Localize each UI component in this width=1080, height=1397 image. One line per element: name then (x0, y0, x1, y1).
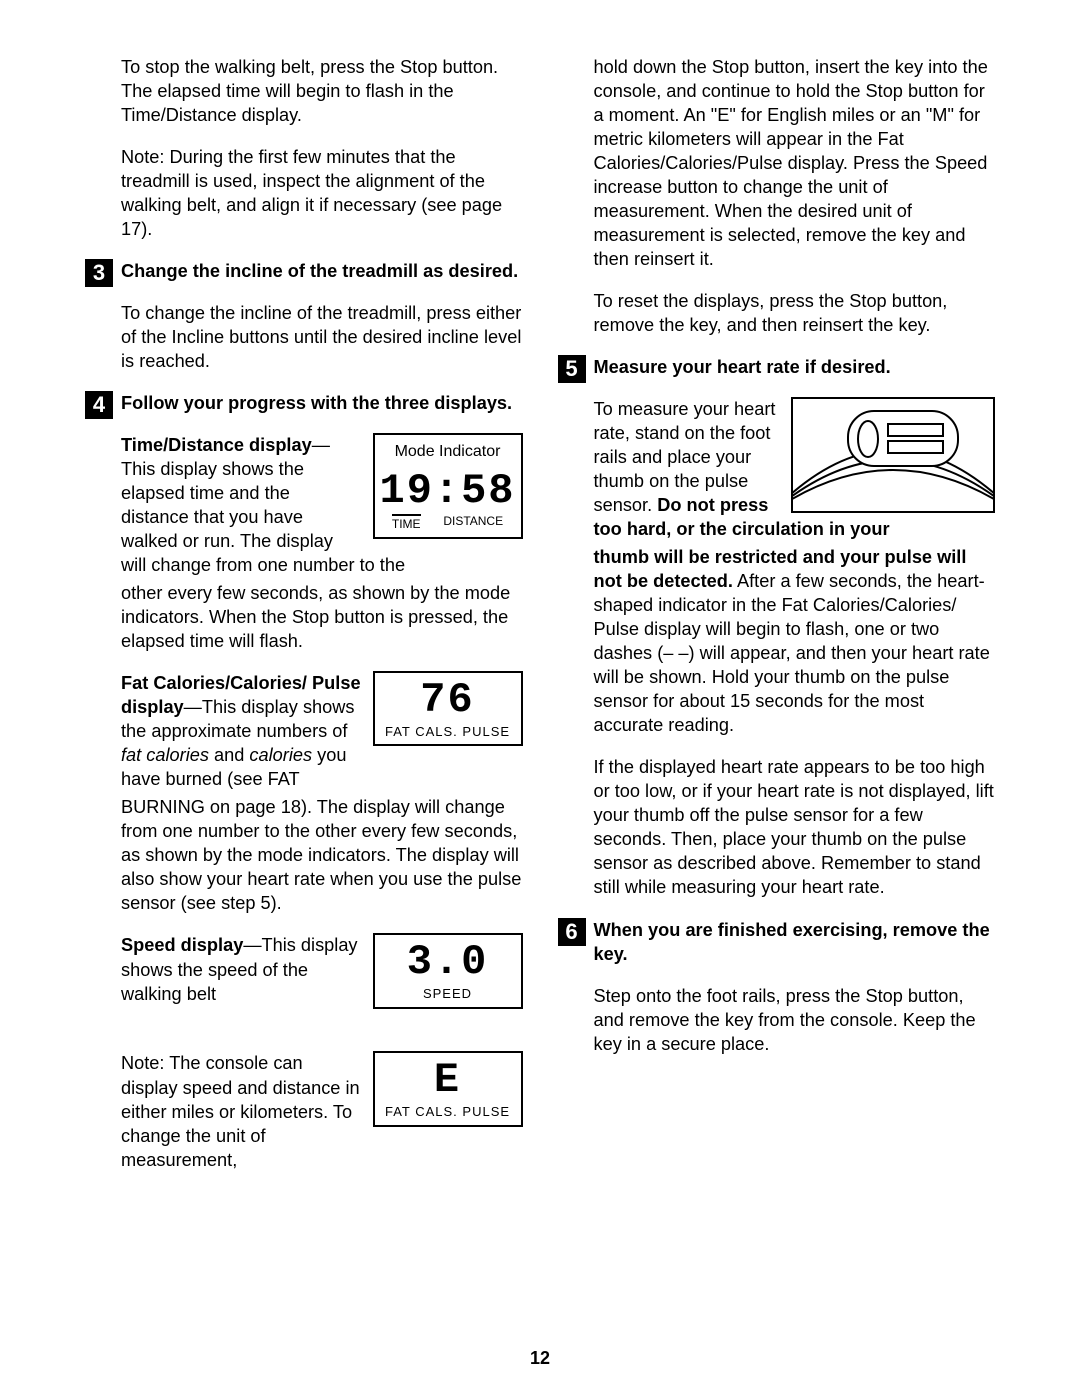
speed-value: 3.0 (375, 935, 521, 985)
step-5-title: Measure your heart rate if desired. (594, 355, 996, 379)
time-distance-display-figure: Mode Indicator 19:58 TIME DISTANCE (373, 433, 523, 539)
fat-calories-display-figure: 76 FAT CALS. PULSE (373, 671, 523, 746)
pulse-sensor-icon (793, 399, 993, 511)
fat-calories-text-3: BURNING on page 18). The display will ch… (121, 795, 523, 915)
unit-label: FAT CALS. PULSE (375, 1103, 521, 1124)
time-distance-text-1: —This display shows the elapsed time and… (121, 435, 405, 575)
step-number-6: 6 (558, 918, 586, 946)
reset-paragraph: To reset the displays, press the Stop bu… (594, 289, 996, 337)
left-column: To stop the walking belt, press the Stop… (85, 55, 523, 1190)
distance-label: DISTANCE (443, 514, 503, 533)
unit-display-figure: E FAT CALS. PULSE (373, 1051, 523, 1126)
step-4: 4 Follow your progress with the three di… (121, 391, 523, 1189)
time-distance-text-2: other every few seconds, as shown by the… (121, 581, 523, 653)
speed-section: 3.0 SPEED Speed display—This display sho… (121, 933, 523, 1033)
unit-value: E (375, 1053, 521, 1103)
fat-calories-section: 76 FAT CALS. PULSE Fat Calories/Calories… (121, 671, 523, 795)
step-6-title: When you are finished exercising, remove… (594, 918, 996, 966)
step-number-4: 4 (85, 391, 113, 419)
fat-calories-value: 76 (375, 673, 521, 723)
step-3-title: Change the incline of the treadmill as d… (121, 259, 523, 283)
time-distance-bold: Time/Distance display (121, 435, 312, 455)
heart-rate-paragraph-2: thumb will be restricted and your pulse … (594, 545, 996, 737)
step-6: 6 When you are finished exercising, remo… (594, 918, 996, 1056)
speed-bold: Speed display (121, 935, 243, 955)
step-5: 5 Measure your heart rate if desired. (594, 355, 996, 899)
time-distance-value: 19:58 (375, 464, 521, 514)
step-4-title: Follow your progress with the three disp… (121, 391, 523, 415)
right-column: hold down the Stop button, insert the ke… (558, 55, 996, 1190)
pulse-sensor-figure (791, 397, 995, 513)
speed-display-figure: 3.0 SPEED (373, 933, 523, 1008)
intro-paragraph-1: To stop the walking belt, press the Stop… (121, 55, 523, 127)
time-distance-mode-row: TIME DISTANCE (375, 514, 521, 537)
heart-rate-section: To measure your heart rate, stand on the… (594, 397, 996, 545)
mode-indicator-label: Mode Indicator (375, 435, 521, 464)
time-distance-section: Mode Indicator 19:58 TIME DISTANCE Time/… (121, 433, 523, 581)
fat-calories-italic-2: calories (249, 745, 312, 765)
manual-page: To stop the walking belt, press the Stop… (0, 0, 1080, 1397)
heart-rate-text-2: After a few seconds, the heart-shaped in… (594, 571, 990, 735)
page-number: 12 (0, 1348, 1080, 1369)
step-3-body: To change the incline of the treadmill, … (121, 301, 523, 373)
step-6-body: Step onto the foot rails, press the Stop… (594, 984, 996, 1056)
fat-calories-mid: and (209, 745, 249, 765)
step-number-5: 5 (558, 355, 586, 383)
fat-calories-label: FAT CALS. PULSE (375, 723, 521, 744)
step-number-3: 3 (85, 259, 113, 287)
speed-label: SPEED (375, 985, 521, 1006)
unit-note-section: E FAT CALS. PULSE Note: The console can … (121, 1051, 523, 1189)
step-3: 3 Change the incline of the treadmill as… (121, 259, 523, 373)
fat-calories-italic-1: fat calories (121, 745, 209, 765)
time-label: TIME (392, 514, 421, 533)
unit-continuation: hold down the Stop button, insert the ke… (594, 55, 996, 271)
two-column-layout: To stop the walking belt, press the Stop… (85, 55, 995, 1190)
heart-rate-paragraph-3: If the displayed heart rate appears to b… (594, 755, 996, 899)
intro-paragraph-2: Note: During the first few minutes that … (121, 145, 523, 241)
